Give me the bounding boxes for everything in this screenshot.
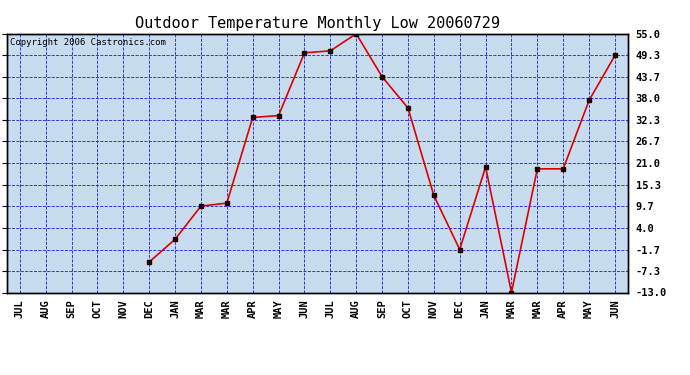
Text: Copyright 2006 Castronics.com: Copyright 2006 Castronics.com bbox=[10, 38, 166, 46]
Title: Outdoor Temperature Monthly Low 20060729: Outdoor Temperature Monthly Low 20060729 bbox=[135, 16, 500, 31]
